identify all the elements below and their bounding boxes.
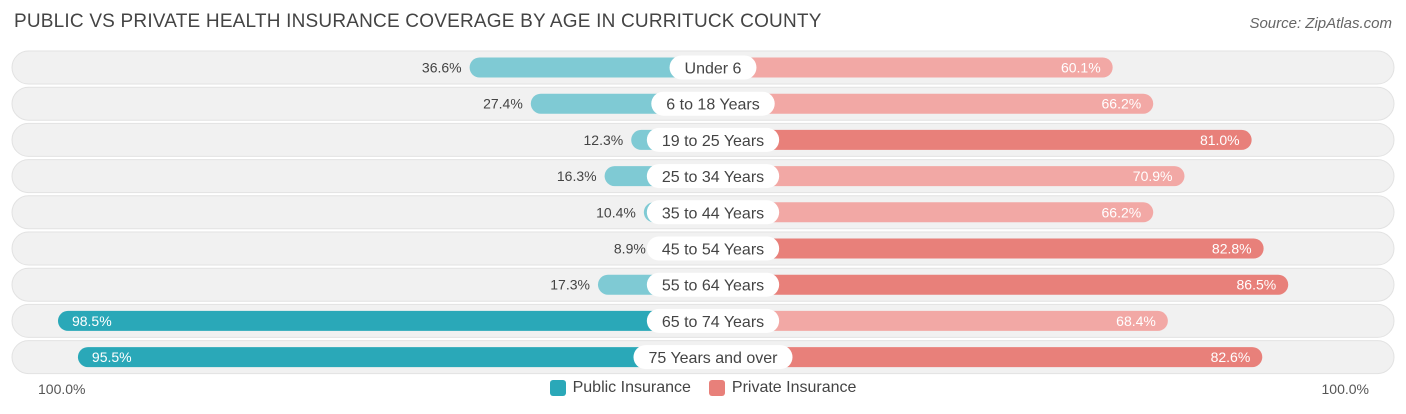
legend-item-public[interactable]: Public Insurance: [549, 379, 691, 397]
bar-public: [469, 57, 713, 78]
category-label: 6 to 18 Years: [666, 97, 759, 114]
bar-private: [713, 57, 1113, 78]
data-label-public: 27.4%: [483, 96, 523, 112]
category-label: Under 6: [685, 61, 742, 78]
category-label: 19 to 25 Years: [662, 133, 764, 150]
data-label-private: 82.6%: [1211, 349, 1251, 365]
category-pill: [651, 91, 775, 116]
axis-left-label: 100.0%: [38, 381, 86, 397]
chart-row: 95.5% 82.6% 75 Years and over: [11, 340, 1395, 375]
chart-row: 8.9% 82.8% 45 to 54 Years: [11, 231, 1395, 266]
chart-row: 16.3% 70.9% 25 to 34 Years: [11, 159, 1395, 194]
data-label-public: 95.5%: [92, 349, 132, 365]
bar-public: [57, 310, 714, 331]
data-label-public: 12.3%: [584, 132, 624, 148]
chart-row: 36.6% 60.1% Under 6: [11, 50, 1395, 85]
data-label-public: 16.3%: [557, 168, 597, 184]
category-label: 45 to 54 Years: [662, 242, 764, 259]
bar-private: [713, 129, 1252, 150]
category-pill: [646, 236, 780, 261]
bar-private: [713, 93, 1154, 114]
bar-public: [77, 347, 714, 368]
bar-private: [713, 166, 1185, 187]
category-pill: [646, 308, 780, 333]
bar-private: [713, 238, 1264, 259]
bar-private: [713, 274, 1289, 295]
legend-label-private: Private Insurance: [731, 379, 857, 396]
data-label-public: 8.9%: [614, 241, 646, 257]
chart-row: 27.4% 66.2% 6 to 18 Years: [11, 86, 1395, 121]
bar-private: [713, 347, 1263, 368]
category-pill: [646, 127, 780, 152]
category-label: 65 to 74 Years: [662, 314, 764, 331]
data-label-private: 70.9%: [1133, 168, 1173, 184]
bar-private: [713, 202, 1154, 223]
data-label-private: 82.8%: [1212, 241, 1252, 257]
chart-row: 10.4% 66.2% 35 to 44 Years: [11, 195, 1395, 230]
data-label-private: 66.2%: [1102, 96, 1142, 112]
category-pill: [669, 55, 757, 80]
data-label-private: 81.0%: [1200, 132, 1240, 148]
category-label: 25 to 34 Years: [662, 169, 764, 186]
data-label-public: 17.3%: [550, 277, 590, 293]
bar-private: [713, 310, 1168, 331]
category-pill: [633, 345, 793, 370]
chart-row: 12.3% 81.0% 19 to 25 Years: [11, 122, 1395, 157]
data-label-public: 36.6%: [422, 60, 462, 76]
source-credit: Source: ZipAtlas.com: [1249, 15, 1392, 32]
category-pill: [646, 164, 780, 189]
category-label: 55 to 64 Years: [662, 278, 764, 295]
chart-row: 17.3% 86.5% 55 to 64 Years: [11, 267, 1395, 302]
chart-canvas: 36.6% 60.1% Under 6 27.4% 66.2% 6 to 18 Years…: [11, 50, 1395, 375]
data-label-public: 98.5%: [72, 313, 112, 329]
legend-swatch-private: [708, 380, 725, 396]
category-label: 75 Years and over: [649, 350, 779, 367]
legend-label-public: Public Insurance: [572, 379, 691, 396]
data-label-private: 68.4%: [1116, 313, 1156, 329]
chart-row: 98.5% 68.4% 65 to 74 Years: [11, 303, 1395, 338]
category-label: 35 to 44 Years: [662, 205, 764, 222]
chart-title: PUBLIC VS PRIVATE HEALTH INSURANCE COVER…: [14, 11, 822, 32]
category-pill: [646, 200, 780, 225]
legend-item-private[interactable]: Private Insurance: [708, 379, 857, 397]
data-label-public: 10.4%: [596, 204, 636, 220]
category-pill: [646, 272, 780, 297]
data-label-private: 60.1%: [1061, 60, 1101, 76]
axis-right-label: 100.0%: [1321, 381, 1369, 397]
data-label-private: 66.2%: [1102, 204, 1142, 220]
legend-swatch-public: [549, 380, 566, 396]
legend: Public Insurance Private Insurance: [0, 379, 1406, 397]
data-label-private: 86.5%: [1237, 277, 1277, 293]
